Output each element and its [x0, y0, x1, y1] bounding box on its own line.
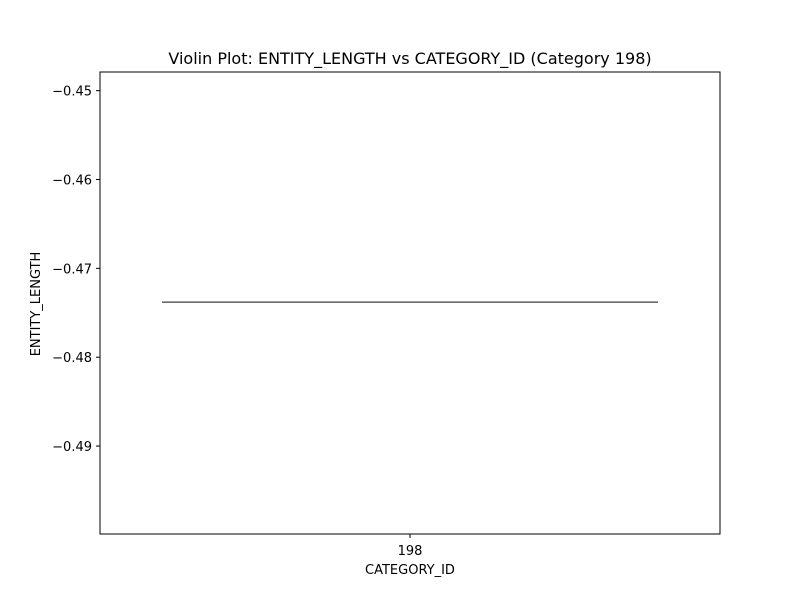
- y-tick-label: −0.46: [52, 174, 92, 189]
- y-tick-label: −0.45: [52, 85, 92, 100]
- plot-area-frame: [99, 71, 721, 535]
- x-axis-ticks: 198: [398, 534, 423, 559]
- y-axis-ticks: −0.45 −0.46 −0.47 −0.48 −0.49: [52, 85, 100, 455]
- y-tick-label: −0.47: [52, 262, 92, 277]
- chart-title: Violin Plot: ENTITY_LENGTH vs CATEGORY_I…: [168, 49, 651, 69]
- y-tick-label: −0.49: [52, 440, 92, 455]
- x-tick-label: 198: [398, 544, 423, 559]
- y-axis-label: ENTITY_LENGTH: [29, 252, 44, 357]
- y-tick-label: −0.48: [52, 351, 92, 366]
- x-axis-label: CATEGORY_ID: [365, 563, 455, 578]
